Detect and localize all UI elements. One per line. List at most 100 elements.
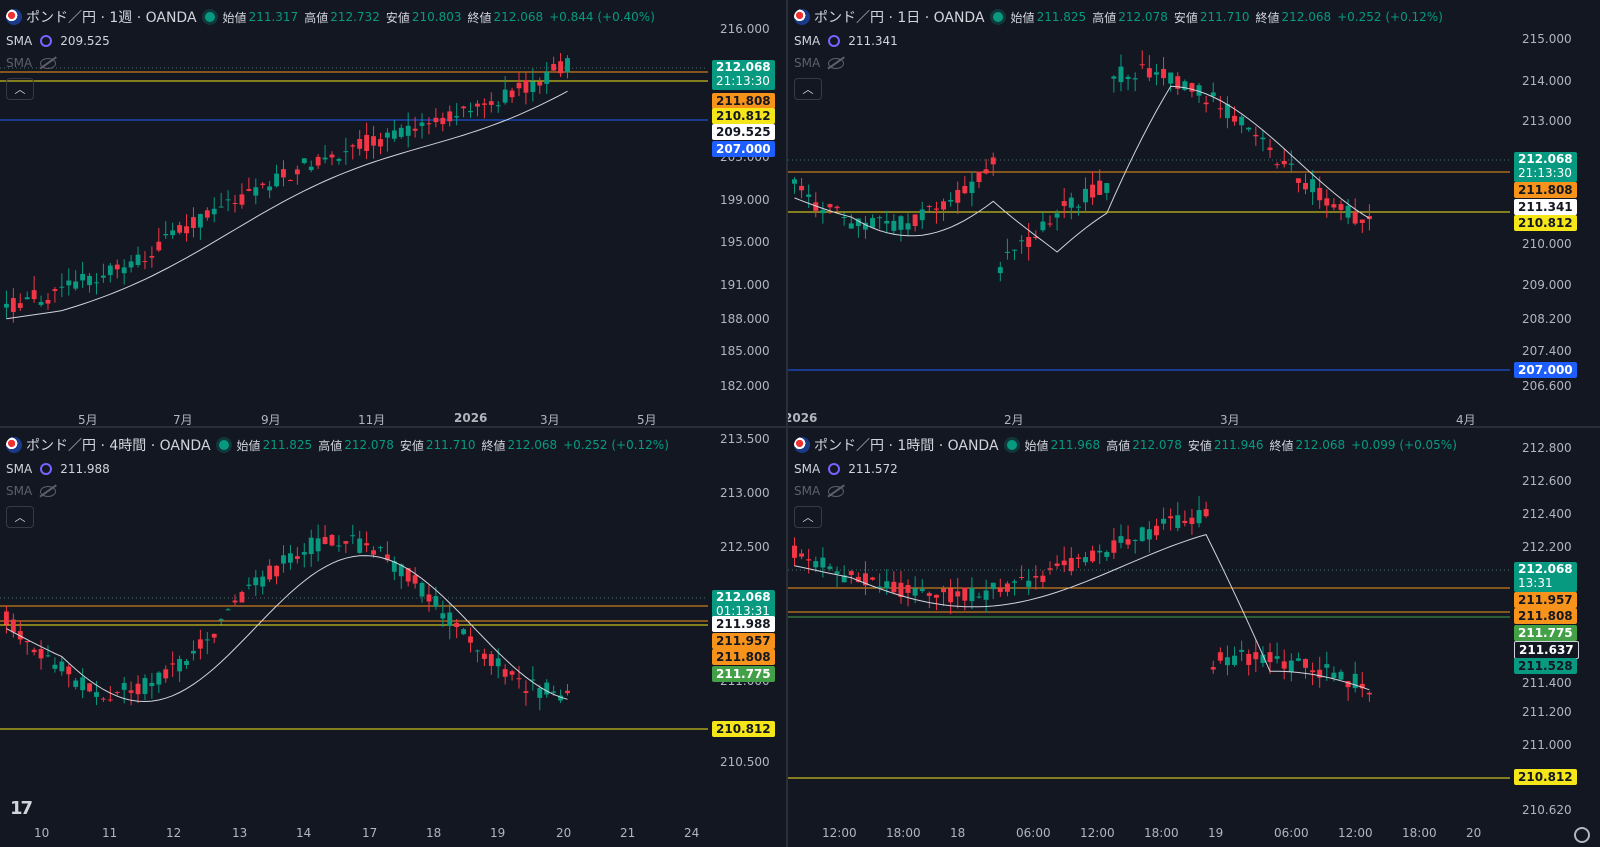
eye-hidden-icon[interactable] (828, 57, 845, 69)
y-axis-tick-label: 207.400 (1522, 344, 1572, 358)
collapse-legend-button[interactable]: ︿ (6, 78, 34, 100)
market-status-icon[interactable] (1006, 440, 1017, 450)
sma-indicator-row[interactable]: SMA 209.525 (6, 30, 661, 52)
eye-hidden-icon[interactable] (40, 485, 57, 497)
candle (551, 691, 557, 693)
candle (1281, 661, 1287, 669)
candle (912, 588, 918, 596)
tradingview-logo[interactable]: 17 (10, 798, 33, 819)
price-scale-label: 212.068 01:13:31 (712, 590, 775, 620)
candle (163, 234, 169, 236)
ohlc-value: 212.078 (344, 438, 394, 452)
candle (107, 699, 113, 701)
candle (1097, 180, 1103, 195)
symbol-title[interactable]: ポンド／円 · 1時間 · OANDA (814, 438, 999, 454)
y-axis-tick-label: 195.000 (720, 235, 770, 249)
candle (260, 576, 266, 587)
candles (4, 53, 570, 323)
sma-hidden-row[interactable]: SMA (794, 480, 1463, 502)
candle (350, 145, 356, 147)
y-axis-tick-label: 208.200 (1522, 312, 1572, 326)
sma-indicator-row[interactable]: SMA 211.341 (794, 30, 1449, 52)
price-scale-label: 210.812 (1514, 769, 1577, 785)
candle (1317, 187, 1323, 201)
x-axis-tick-label: 2026 (788, 411, 818, 425)
price-chart[interactable] (0, 0, 786, 426)
candle (1260, 654, 1266, 663)
collapse-legend-button[interactable]: ︿ (6, 506, 34, 528)
candle (990, 157, 996, 165)
candle (481, 653, 487, 659)
chart-pane-4h[interactable]: 213.500213.000212.500211.000210.50010111… (0, 428, 786, 847)
eye-hidden-icon[interactable] (828, 485, 845, 497)
price-value: 210.812 (1518, 770, 1573, 784)
candle (426, 123, 432, 125)
symbol-title[interactable]: ポンド／円 · 4時間 · OANDA (26, 438, 211, 454)
symbol-title[interactable]: ポンド／円 · 1日 · OANDA (814, 10, 985, 26)
ohlc-label: 終値 (1269, 438, 1294, 453)
x-axis-tick-label: 19 (490, 826, 506, 840)
legend: ポンド／円 · 1週 · OANDA 始値 211.317 高値 212.732 安値 21… (6, 6, 661, 100)
price-value: 210.812 (716, 109, 771, 123)
pane-separator-vertical[interactable] (786, 0, 788, 847)
candle (955, 189, 961, 203)
candle (468, 110, 473, 113)
candle (38, 301, 44, 305)
candle (495, 658, 501, 667)
pane-separator-horizontal[interactable] (0, 426, 1600, 428)
gbpjpy-flag-icon (794, 9, 810, 25)
market-status-icon[interactable] (218, 440, 229, 450)
candle (983, 590, 989, 600)
candle (841, 216, 847, 219)
gbpjpy-flag-icon (794, 437, 810, 453)
candle (537, 687, 543, 698)
sma-hidden-row[interactable]: SMA (6, 52, 661, 74)
candle (1146, 529, 1152, 540)
collapse-legend-button[interactable]: ︿ (794, 78, 822, 100)
candle (73, 680, 79, 687)
candle (1288, 163, 1294, 165)
candle (100, 698, 106, 700)
sma-indicator-row[interactable]: SMA 211.988 (6, 458, 675, 480)
sma-indicator-row[interactable]: SMA 211.572 (794, 458, 1463, 480)
candle (1324, 198, 1330, 206)
candle (1246, 653, 1252, 665)
candle (267, 186, 273, 191)
sma-hidden-row[interactable]: SMA (6, 480, 675, 502)
candle (1232, 655, 1238, 665)
eye-hidden-icon[interactable] (40, 57, 57, 69)
candle (59, 286, 65, 288)
candle (246, 584, 252, 586)
price-chart[interactable] (0, 428, 786, 847)
candle (834, 571, 840, 574)
x-axis-tick-label: 11月 (358, 413, 386, 426)
settings-gear-icon[interactable] (1574, 827, 1590, 843)
sma-hidden-row[interactable]: SMA (794, 52, 1449, 74)
x-axis-tick-label: 10 (34, 826, 50, 840)
candle (322, 537, 328, 544)
candle (1033, 576, 1039, 578)
price-chart[interactable] (788, 428, 1600, 847)
candle (45, 655, 51, 657)
candle (1281, 160, 1287, 165)
x-axis-tick-label: 3月 (540, 413, 560, 426)
collapse-legend-button[interactable]: ︿ (794, 506, 822, 528)
market-status-icon[interactable] (992, 12, 1003, 22)
candle (941, 201, 947, 210)
market-status-icon[interactable] (204, 12, 215, 22)
chart-pane-1h[interactable]: 212.800 212.600 212.400 212.200 211.400 211.2… (788, 428, 1600, 847)
candle (509, 90, 515, 98)
price-chart[interactable] (788, 0, 1600, 426)
candle (184, 660, 189, 666)
candle (288, 553, 293, 563)
symbol-title[interactable]: ポンド／円 · 1週 · OANDA (26, 10, 197, 26)
countdown-timer: 13:31 (1518, 576, 1553, 590)
candle (384, 554, 390, 561)
x-axis-tick-label: 18:00 (1144, 826, 1179, 840)
sma-label: SMA (6, 56, 33, 70)
chart-pane-daily[interactable]: 215.000 214.000 213.000 210.000 209.000 208.2… (788, 0, 1600, 426)
candle (1253, 134, 1259, 137)
chart-pane-weekly[interactable]: 216.000 203.000 199.000 195.000 191.000 188.0… (0, 0, 786, 426)
candle (1338, 671, 1344, 680)
candle (537, 81, 543, 86)
